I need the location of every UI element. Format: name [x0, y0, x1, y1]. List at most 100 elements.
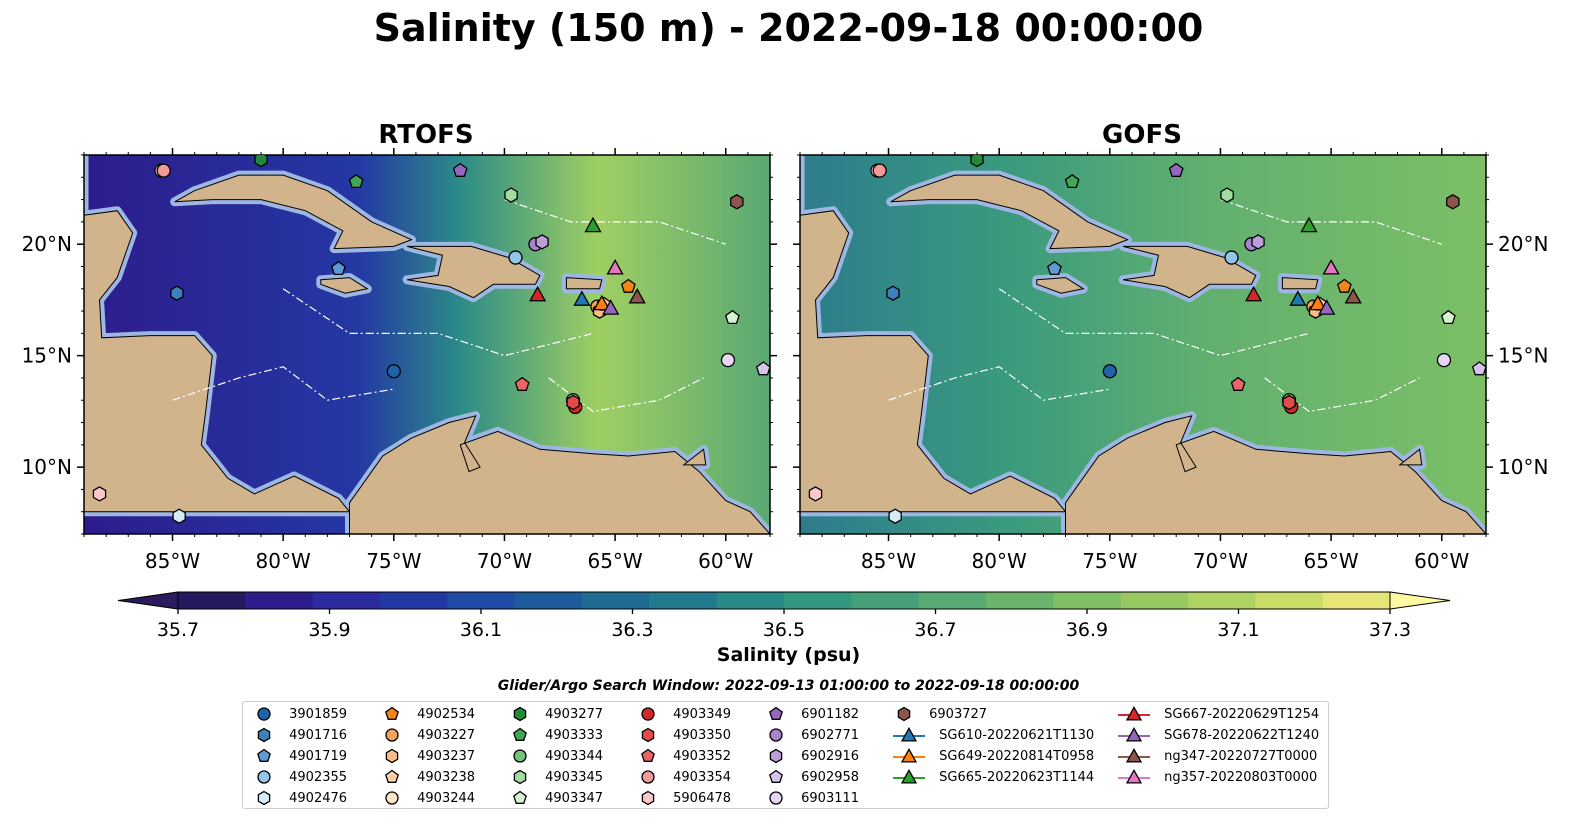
x-tick-label: 85°W [861, 549, 916, 573]
legend-marker [385, 706, 399, 720]
colorbar-tick-label: 36.1 [460, 619, 502, 641]
legend-marker [513, 790, 527, 804]
legend-label: 6902916 [797, 748, 860, 764]
legend-marker [513, 749, 527, 763]
legend-item-6901182: 6901182 [765, 705, 859, 723]
legend-label: SG667-20220629T1254 [1160, 706, 1320, 722]
argo-float-5906478 [808, 486, 823, 502]
legend-marker [257, 748, 271, 762]
colorbar-bin [784, 592, 852, 609]
legend-label: 4903354 [669, 769, 732, 785]
argo-float-4903350 [566, 394, 580, 411]
colorbar-bin [649, 592, 718, 609]
colorbar-bin [178, 592, 246, 609]
legend-label: 6903727 [925, 706, 988, 722]
legend-item-4903344: 4903344 [509, 747, 603, 765]
colorbar-tick-label: 37.1 [1217, 619, 1259, 641]
glider-ng347-20220727T0000 [1344, 288, 1362, 304]
legend-marker [513, 706, 527, 722]
legend-marker [1118, 747, 1150, 763]
argo-float-4903352 [514, 376, 530, 391]
legend-item-SG667-20220629T1254: SG667-20220629T1254 [1118, 705, 1319, 723]
legend-label: 3901859 [285, 706, 348, 722]
legend-item-6902771: 6902771 [765, 726, 859, 744]
legend-marker [641, 748, 655, 762]
legend-marker [641, 727, 655, 743]
legend-marker [1118, 705, 1150, 721]
legend-marker [513, 769, 527, 785]
argo-float-4901716 [170, 285, 184, 301]
legend-label: ng347-20220727T0000 [1160, 748, 1318, 764]
colorbar-bin [851, 592, 920, 609]
legend-label: ng357-20220803T0000 [1160, 769, 1318, 785]
argo-float-6903111 [1436, 352, 1452, 368]
glider-SG610-20220621T1130 [573, 290, 591, 306]
legend-label: 4903244 [413, 790, 476, 806]
colorbar-tick-label: 36.9 [1066, 619, 1108, 641]
glider-SG649-20220814T0958 [1309, 294, 1327, 311]
legend-label: 4901719 [285, 748, 348, 764]
map-frame [83, 154, 771, 535]
legend-item-4903227: 4903227 [381, 726, 475, 744]
argo-float-6901182 [1168, 162, 1184, 177]
land-mass [890, 174, 1129, 250]
legend-label: 6901182 [797, 706, 860, 722]
colorbar-bin [1053, 592, 1122, 609]
argo-float-6903727 [1446, 194, 1460, 210]
argo-float-4901719 [331, 260, 346, 276]
legend-item-ng357-20220803T0000: ng357-20220803T0000 [1118, 768, 1317, 786]
legend-item-4901716: 4901716 [253, 726, 347, 744]
glider-SG678-20220622T1240 [1318, 299, 1336, 315]
legend-marker [893, 768, 925, 784]
legend-label: SG610-20220621T1130 [935, 727, 1095, 743]
colorbar-tick-label: 37.3 [1369, 619, 1411, 641]
colorbar-bin [1188, 592, 1256, 609]
legend-marker [385, 769, 399, 783]
x-tick-label: 65°W [1303, 549, 1358, 573]
land-mass [1398, 448, 1423, 466]
legend-marker [769, 791, 783, 805]
colorbar-extend-min [117, 591, 179, 610]
eez-boundary [888, 366, 1110, 401]
glider-SG649-20220814T0958 [593, 294, 611, 311]
legend-label: 6902958 [797, 769, 860, 785]
legend-marker [385, 728, 399, 742]
glider-ng357-20220803T0000 [606, 259, 624, 275]
argo-float-3901859 [386, 364, 401, 379]
argo-float-4902476 [888, 508, 902, 524]
argo-float-4903277 [970, 155, 984, 168]
y-tick-label: 10°N [1498, 455, 1548, 479]
x-tick-label: 80°W [256, 549, 311, 573]
colorbar-bin [1255, 592, 1324, 609]
argo-float-4901716 [886, 285, 900, 301]
legend-marker [641, 707, 655, 721]
argo-float-6901182 [452, 162, 468, 177]
legend-label: 4903333 [541, 727, 604, 743]
x-tick-label: 65°W [587, 549, 642, 573]
argo-float-4903277 [254, 155, 268, 168]
y-tick-label: 20°N [22, 232, 72, 256]
legend-label: SG665-20220623T1144 [935, 769, 1095, 785]
legend-item-4901719: 4901719 [253, 747, 347, 765]
figure-title: Salinity (150 m) - 2022-09-18 00:00:00 [373, 6, 1204, 50]
colorbar-extend-max [1389, 591, 1451, 610]
legend-item-4903345: 4903345 [509, 768, 603, 786]
legend-marker [257, 727, 271, 743]
argo-float-6902958 [1471, 361, 1486, 376]
legend-marker [769, 769, 783, 783]
x-tick-label: 70°W [1193, 549, 1248, 573]
argo-float-3901859 [1102, 364, 1117, 379]
argo-float-4903352 [1230, 376, 1246, 391]
argo-float-4903345 [504, 187, 518, 203]
legend-item-4903352: 4903352 [637, 747, 731, 765]
legend-label: 4903352 [669, 748, 732, 764]
map-panel-gofs: 85°W 80°W 75°W 70°W 65°W 60°W 10°N 15°N 20°N [793, 148, 1548, 573]
colorbar-bin [716, 592, 785, 609]
legend-label: SG649-20220814T0958 [935, 748, 1095, 764]
legend-item-4903238: 4903238 [381, 768, 475, 786]
argo-float-4903333 [1064, 173, 1080, 189]
legend-item-SG649-20220814T0958: SG649-20220814T0958 [893, 747, 1094, 765]
argo-float-4903345 [1220, 187, 1234, 203]
argo-float-6902916 [1251, 234, 1265, 250]
